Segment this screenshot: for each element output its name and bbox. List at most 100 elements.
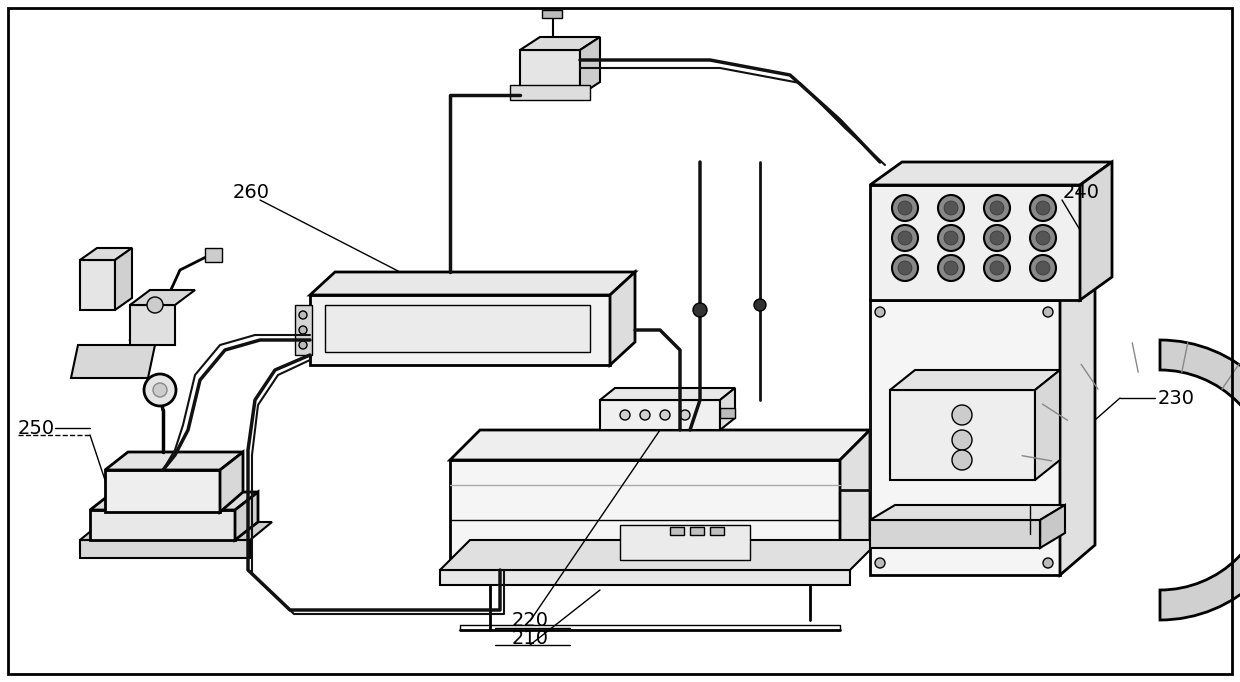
Circle shape <box>1035 231 1050 245</box>
Text: 260: 260 <box>233 183 270 201</box>
Polygon shape <box>720 388 735 430</box>
Polygon shape <box>600 388 735 400</box>
Circle shape <box>1035 261 1050 275</box>
Text: 220: 220 <box>511 612 548 630</box>
Circle shape <box>144 374 176 406</box>
Polygon shape <box>310 295 610 365</box>
Polygon shape <box>839 430 870 570</box>
Polygon shape <box>542 10 562 18</box>
Polygon shape <box>219 452 243 512</box>
Circle shape <box>985 225 1011 251</box>
Circle shape <box>1043 307 1053 317</box>
Polygon shape <box>870 270 1095 300</box>
Circle shape <box>299 311 308 319</box>
Polygon shape <box>1040 505 1065 548</box>
Circle shape <box>937 225 963 251</box>
Circle shape <box>875 307 885 317</box>
Circle shape <box>952 405 972 425</box>
Circle shape <box>898 261 911 275</box>
Polygon shape <box>870 505 1065 520</box>
Polygon shape <box>870 300 1060 575</box>
Text: 230: 230 <box>1158 389 1195 408</box>
Polygon shape <box>711 527 724 535</box>
Circle shape <box>892 225 918 251</box>
Polygon shape <box>81 248 131 260</box>
Circle shape <box>299 341 308 349</box>
Text: 210: 210 <box>511 629 548 647</box>
Polygon shape <box>105 470 219 512</box>
Polygon shape <box>236 492 258 540</box>
Polygon shape <box>890 390 1035 480</box>
Polygon shape <box>130 290 195 305</box>
Polygon shape <box>870 162 1112 185</box>
Circle shape <box>620 410 630 420</box>
Polygon shape <box>620 525 750 560</box>
Circle shape <box>990 261 1004 275</box>
Polygon shape <box>205 248 222 262</box>
Circle shape <box>1030 225 1056 251</box>
Circle shape <box>680 410 689 420</box>
Circle shape <box>944 261 959 275</box>
Text: 240: 240 <box>1063 183 1100 201</box>
Polygon shape <box>1035 370 1060 480</box>
Polygon shape <box>689 527 704 535</box>
Polygon shape <box>520 37 600 50</box>
Circle shape <box>640 410 650 420</box>
Polygon shape <box>580 37 600 95</box>
Circle shape <box>892 255 918 281</box>
Polygon shape <box>440 570 849 585</box>
Text: 250: 250 <box>19 419 55 437</box>
Polygon shape <box>610 272 635 365</box>
Polygon shape <box>81 260 115 310</box>
Polygon shape <box>1060 270 1095 575</box>
Circle shape <box>1035 201 1050 215</box>
Circle shape <box>898 201 911 215</box>
Circle shape <box>944 201 959 215</box>
Polygon shape <box>310 272 635 295</box>
Polygon shape <box>870 520 1040 548</box>
Polygon shape <box>71 345 155 378</box>
Circle shape <box>1030 195 1056 221</box>
Circle shape <box>875 558 885 568</box>
Circle shape <box>952 430 972 450</box>
Polygon shape <box>91 510 236 540</box>
Circle shape <box>1043 558 1053 568</box>
Polygon shape <box>600 400 720 430</box>
Polygon shape <box>295 305 312 355</box>
Polygon shape <box>670 527 684 535</box>
Circle shape <box>990 231 1004 245</box>
Polygon shape <box>115 248 131 310</box>
Polygon shape <box>1080 162 1112 300</box>
Polygon shape <box>520 50 580 95</box>
Polygon shape <box>325 305 590 352</box>
Polygon shape <box>440 540 880 570</box>
Polygon shape <box>510 85 590 100</box>
Circle shape <box>985 195 1011 221</box>
Circle shape <box>660 410 670 420</box>
Circle shape <box>153 383 167 397</box>
Circle shape <box>1030 255 1056 281</box>
Circle shape <box>937 195 963 221</box>
Polygon shape <box>130 305 175 345</box>
Circle shape <box>985 255 1011 281</box>
Polygon shape <box>890 370 1060 390</box>
Polygon shape <box>81 540 250 558</box>
Circle shape <box>952 450 972 470</box>
Circle shape <box>693 303 707 317</box>
Circle shape <box>299 326 308 334</box>
Polygon shape <box>91 492 258 510</box>
Polygon shape <box>870 185 1080 300</box>
Circle shape <box>898 231 911 245</box>
Wedge shape <box>1159 340 1240 620</box>
Polygon shape <box>720 408 735 418</box>
Circle shape <box>944 231 959 245</box>
Polygon shape <box>450 430 870 460</box>
Polygon shape <box>81 522 272 540</box>
Circle shape <box>148 297 162 313</box>
Polygon shape <box>105 452 243 470</box>
Circle shape <box>990 201 1004 215</box>
Circle shape <box>937 255 963 281</box>
Circle shape <box>754 299 766 311</box>
Polygon shape <box>450 460 839 570</box>
Circle shape <box>892 195 918 221</box>
